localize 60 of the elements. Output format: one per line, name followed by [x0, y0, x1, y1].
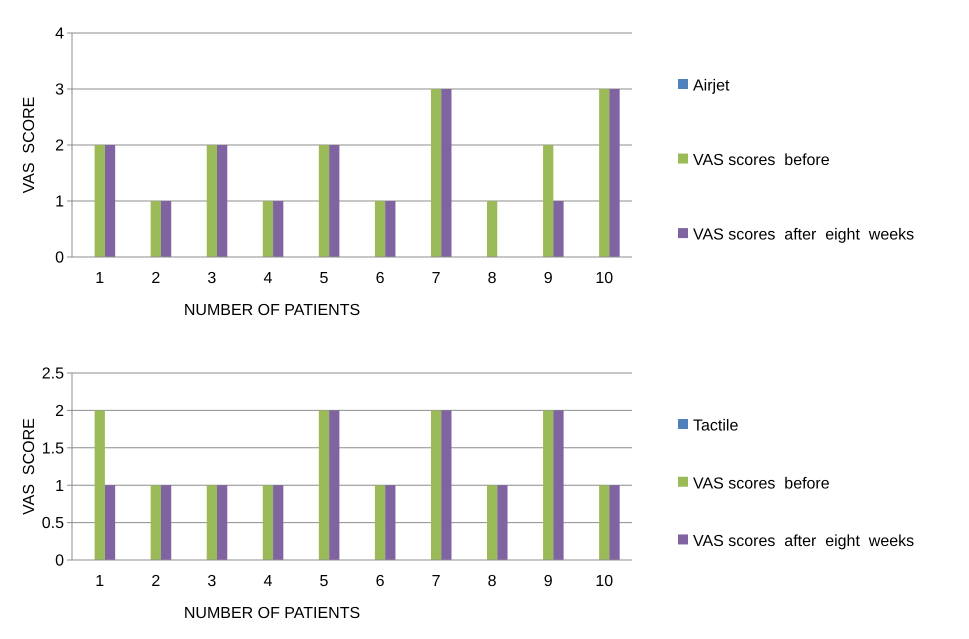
bar — [599, 89, 610, 257]
y-tick-label: 1.5 — [42, 440, 64, 458]
bar — [430, 89, 442, 257]
bar — [609, 89, 620, 257]
x-tick-label: 2 — [151, 270, 160, 287]
y-tick-label: 2.5 — [42, 366, 64, 383]
bar — [543, 145, 554, 257]
y-tick-label: 4 — [55, 26, 64, 43]
x-tick-label: 8 — [488, 270, 497, 287]
bar — [374, 201, 386, 257]
x-axis-title: NUMBER OF PATIENTS — [184, 302, 360, 319]
x-tick-label: 9 — [544, 270, 553, 287]
x-axis-title: NUMBER OF PATIENTS — [184, 605, 360, 622]
x-tick-label: 7 — [432, 573, 441, 590]
bar — [150, 201, 161, 257]
bar — [262, 201, 274, 257]
y-tick-label: 3 — [55, 82, 64, 99]
x-tick-label: 5 — [320, 573, 329, 590]
x-tick-label: 6 — [376, 270, 385, 287]
x-tick-label: 9 — [544, 573, 553, 590]
x-tick-label: 10 — [595, 573, 614, 590]
x-tick-label: 8 — [488, 573, 497, 590]
bar — [217, 145, 228, 257]
bar — [318, 145, 330, 257]
x-tick-label: 7 — [432, 270, 441, 287]
x-tick-label: 3 — [207, 270, 216, 287]
y-tick-label: 1 — [55, 194, 64, 211]
legend-label: VAS scores before — [693, 475, 830, 492]
y-tick-label: 0 — [55, 552, 64, 570]
x-tick-label: 5 — [320, 270, 329, 287]
x-tick-label: 1 — [95, 270, 104, 287]
bar — [487, 201, 498, 257]
legend-label: Tactile — [693, 418, 738, 435]
legend-label: Airjet — [693, 78, 730, 95]
x-tick-label: 2 — [151, 573, 160, 590]
bar — [553, 201, 564, 257]
legend-label: VAS scores after eight weeks — [693, 226, 914, 244]
bar — [94, 145, 105, 257]
bar — [160, 201, 172, 257]
y-tick-label: 0.5 — [42, 515, 64, 532]
y-tick-label: 0 — [55, 250, 64, 267]
x-tick-label: 4 — [263, 270, 272, 287]
x-tick-label: 1 — [95, 573, 104, 590]
y-axis-title: VAS SCORE — [21, 418, 38, 515]
bar — [104, 145, 116, 257]
bar — [441, 89, 452, 257]
bar — [206, 145, 217, 257]
bar — [329, 145, 340, 257]
x-tick-label: 6 — [376, 573, 385, 590]
bar — [273, 201, 284, 257]
legend-label: VAS scores before — [693, 152, 830, 170]
x-tick-label: 3 — [207, 573, 216, 590]
x-tick-label: 10 — [595, 270, 614, 287]
y-axis-title: VAS SCORE — [21, 96, 38, 194]
x-tick-label: 4 — [263, 573, 272, 590]
y-tick-label: 2 — [55, 403, 64, 420]
legend-label: VAS scores after eight weeks — [693, 533, 914, 550]
y-tick-label: 1 — [55, 478, 64, 495]
bar — [385, 201, 396, 257]
y-tick-label: 2 — [55, 138, 64, 155]
